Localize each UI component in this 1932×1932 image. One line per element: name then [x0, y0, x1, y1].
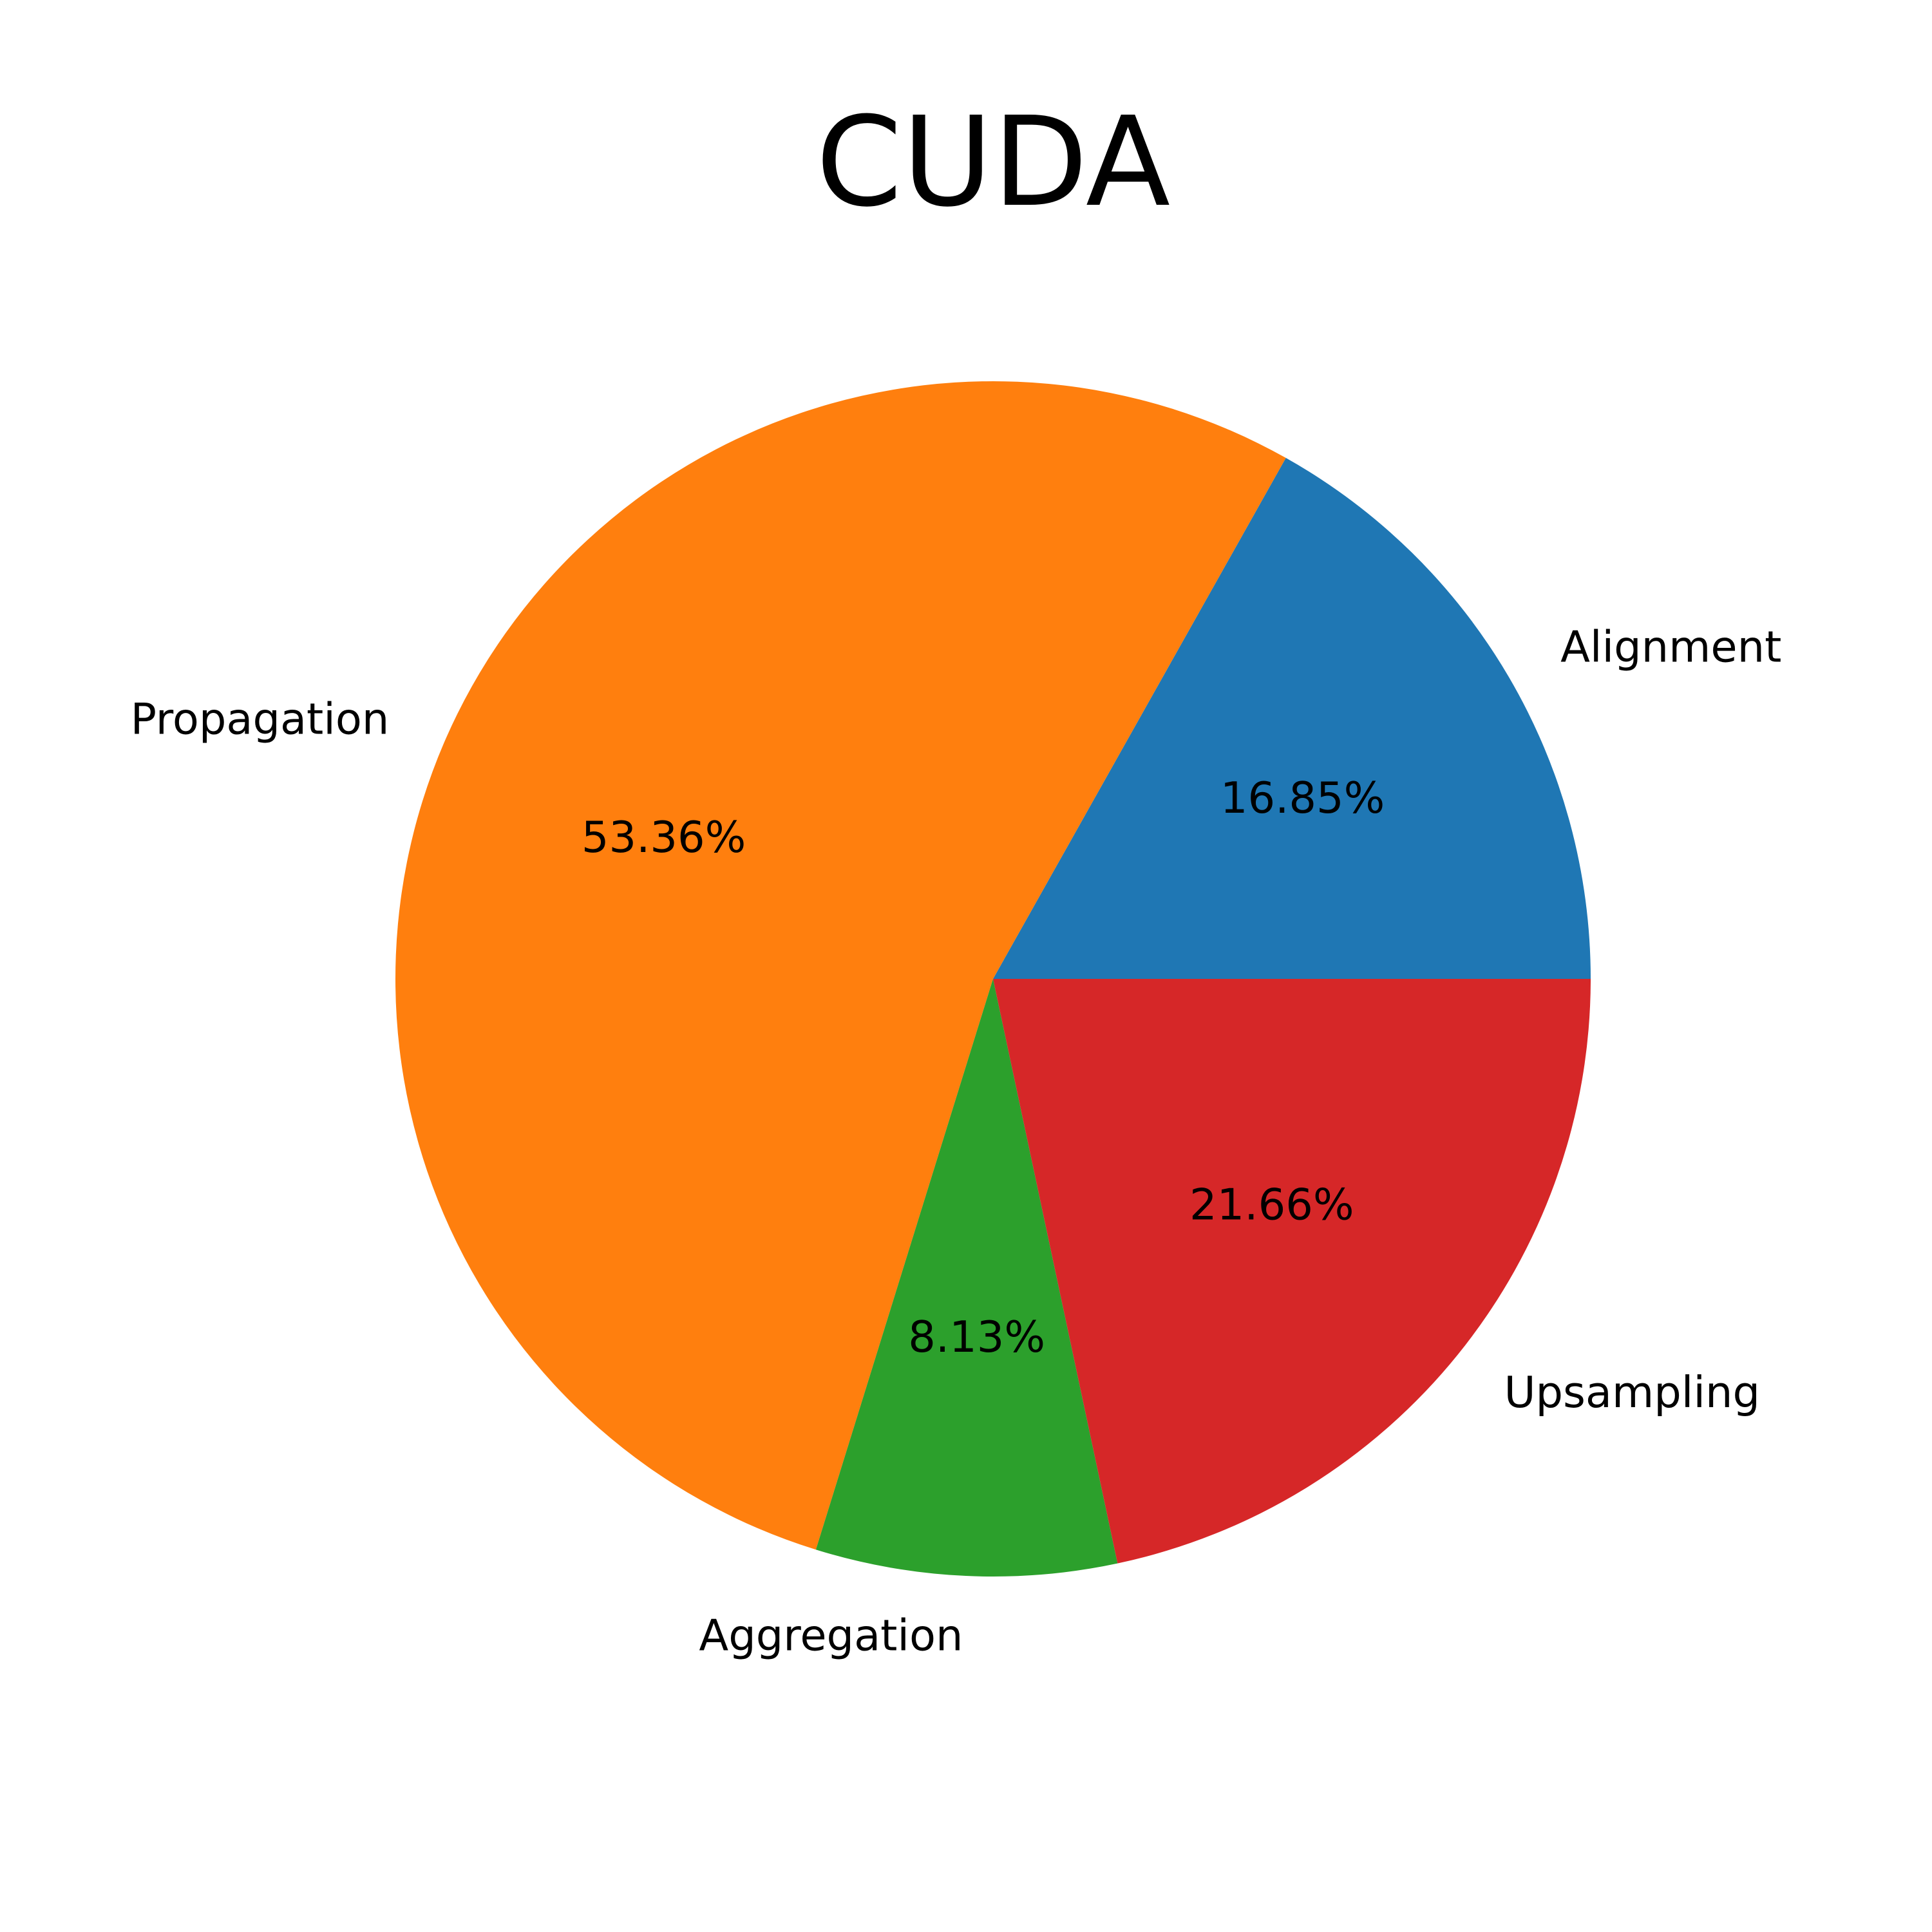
pie-slice-alignment: [993, 458, 1591, 979]
slice-label-alignment: Alignment: [1560, 622, 1781, 672]
pie-slice-aggregation: [815, 979, 1118, 1577]
slice-label-upsampling: Upsampling: [1504, 1367, 1760, 1417]
pct-label-aggregation: 8.13%: [908, 1312, 1045, 1362]
slice-label-aggregation: Aggregation: [699, 1611, 963, 1661]
slice-label-propagation: Propagation: [131, 694, 390, 744]
pct-label-upsampling: 21.66%: [1189, 1179, 1354, 1229]
pct-label-propagation: 53.36%: [582, 812, 746, 862]
pie-labels: Alignment 16.85% Propagation 53.36% Aggregat…: [131, 622, 1782, 1661]
pie-slice-upsampling: [993, 979, 1591, 1564]
pie-slices: [395, 381, 1591, 1577]
pie-slice-propagation: [395, 381, 1286, 1550]
chart-title: CUDA: [816, 91, 1170, 234]
pct-label-alignment: 16.85%: [1220, 773, 1385, 823]
